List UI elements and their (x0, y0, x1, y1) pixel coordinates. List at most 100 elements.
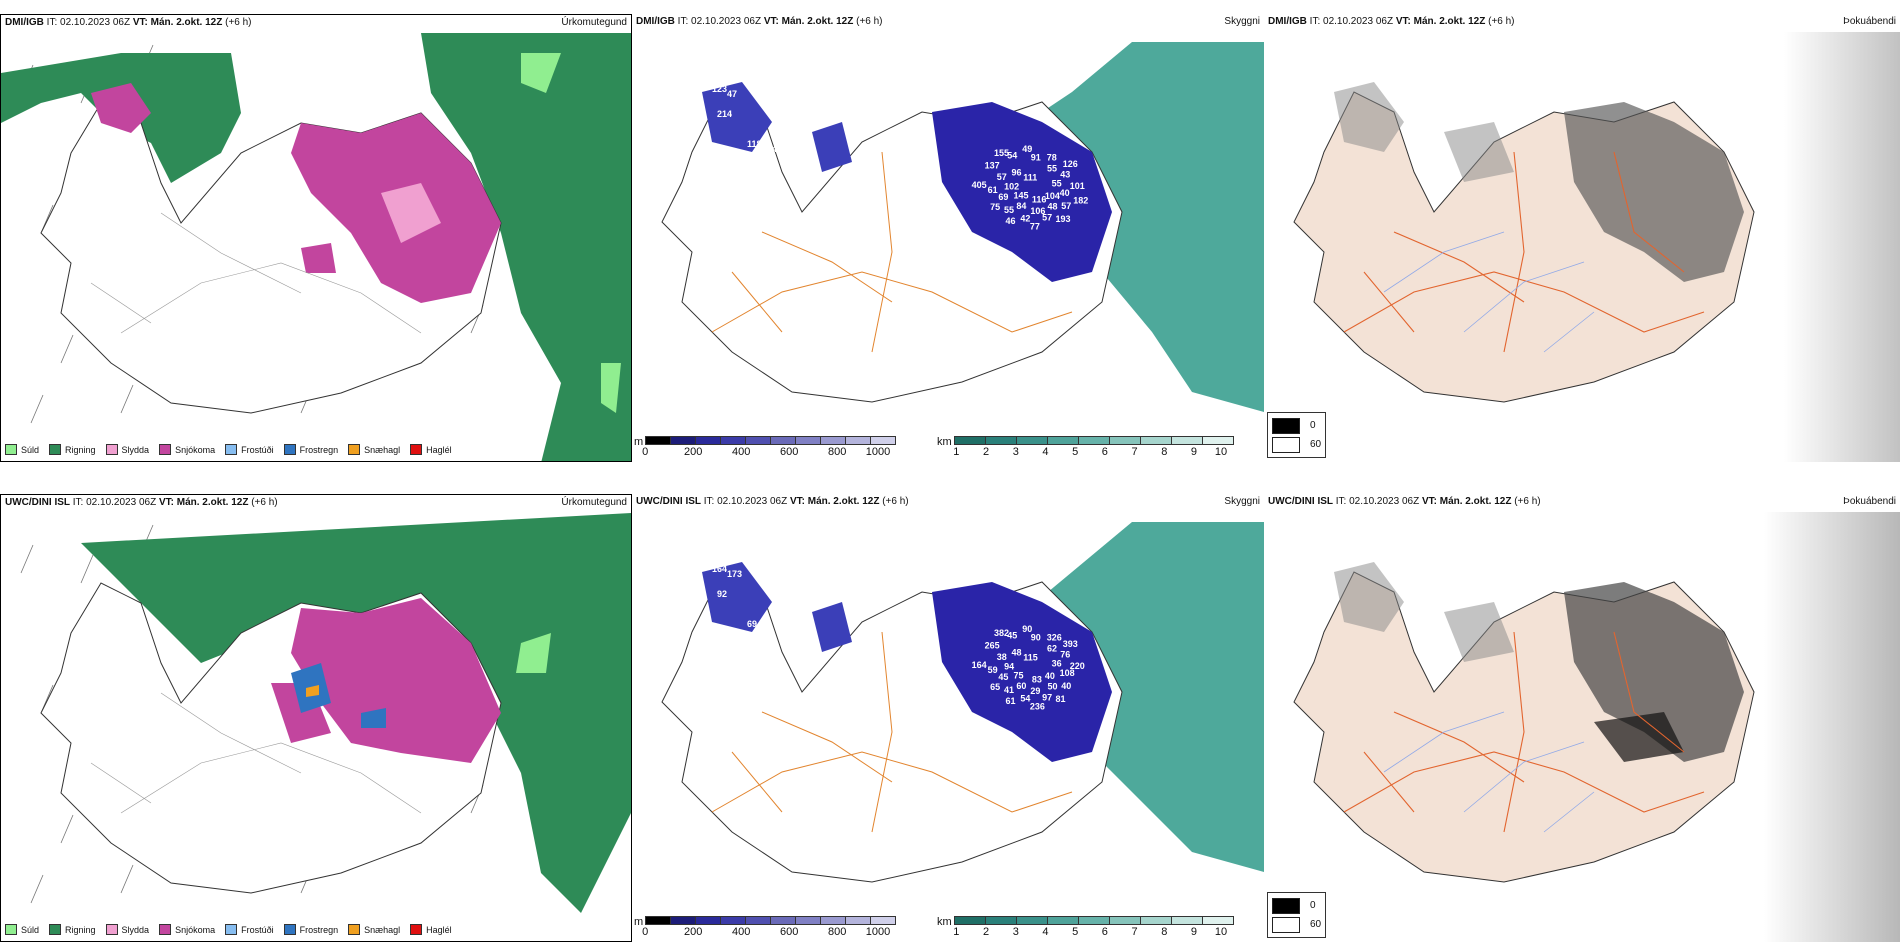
cloud-base-label: 75 (1014, 670, 1024, 680)
cloud-base-label: 57 (1061, 201, 1071, 211)
colorbar-unit: m (634, 916, 644, 928)
fog-panel-bottom: UWC/DINI ISL IT: 02.10.2023 06Z VT: Mán.… (1264, 494, 1900, 942)
panel-header: UWC/DINI ISL IT: 02.10.2023 06Z VT: Mán.… (632, 494, 1264, 510)
panel-header: DMI/IGB IT: 02.10.2023 06Z VT: Mán. 2.ok… (632, 14, 1264, 30)
cloud-base-label: 59 (988, 665, 998, 675)
visibility-colorbar: km 1 2 3 4 5 6 7 8 9 10 (937, 916, 1262, 938)
init-time: IT: 02.10.2023 06Z (677, 16, 762, 27)
colorbar-tick: 9 (1190, 926, 1198, 938)
cloud-base-label: 90 (1031, 632, 1041, 642)
colorbar-tick: 1 (953, 926, 960, 938)
cloud-base-label: 208 (752, 164, 767, 174)
ceiling-area (702, 82, 852, 172)
parameter-name: Þokuábendi (1843, 16, 1896, 27)
legend-item: Súld (5, 444, 39, 455)
legend-item: Frostúði (225, 924, 274, 935)
cloud-base-label: 137 (985, 160, 1000, 170)
cloud-base-label: 88 (782, 104, 792, 114)
fog-legend: 0 60 (1267, 892, 1327, 938)
cloud-base-label: 102 (1004, 181, 1019, 191)
cloud-base-label: 48 (1011, 647, 1021, 657)
roads (90, 692, 422, 814)
legend-item: Rigning (49, 924, 96, 935)
cloud-base-label: 101 (1070, 181, 1085, 191)
cloud-panel-top: DMI/IGB IT: 02.10.2023 06Z VT: Mán. 2.ok… (632, 14, 1264, 462)
cloud-base-label: 43 (1060, 170, 1070, 180)
panel-header: UWC/DINI ISL IT: 02.10.2023 06Z VT: Mán.… (1264, 494, 1900, 510)
cloud-base-numbers: 1231451111161021188496104698810657555556… (712, 84, 1088, 231)
drizzle-area (516, 633, 551, 673)
cloud-base-label: 97 (1042, 693, 1052, 703)
fog-legend-low: 0 (1310, 900, 1316, 911)
legend-item: Rigning (49, 444, 96, 455)
parameter-name: Úrkomutegund (561, 17, 627, 28)
lead-time: (+6 h) (1514, 496, 1541, 507)
colorbar-tick: 200 (683, 926, 703, 938)
cloud-base-label: 42 (1020, 213, 1030, 223)
parameter-name: Skyggni (1224, 496, 1260, 507)
cloud-base-label: 83 (1032, 674, 1042, 684)
cloud-base-label: 94 (1004, 661, 1014, 671)
fog-legend-high: 60 (1310, 439, 1322, 450)
cloud-base-label: 54 (1007, 151, 1017, 161)
colorbar-tick: 400 (731, 926, 751, 938)
cloud-base-label: 55 (1052, 179, 1062, 189)
cloud-base-label: 45 (1007, 631, 1017, 641)
cloud-base-label: 111 (1023, 173, 1037, 183)
legend-item: Snæhagl (348, 444, 400, 455)
panel-header: UWC/DINI ISL IT: 02.10.2023 06Z VT: Mán.… (1, 495, 631, 511)
colorbar-tick: 2 (983, 926, 990, 938)
cloud-base-label: 126 (1063, 159, 1078, 169)
cloud-base-label: 84 (1016, 201, 1026, 211)
roads (711, 631, 1073, 833)
cloud-base-label: 91 (1031, 152, 1041, 162)
ceiling-area (932, 102, 1112, 282)
lead-time: (+6 h) (225, 17, 252, 28)
cloud-base-label: 326 (1047, 633, 1062, 643)
cloud-base-label: 90 (1022, 624, 1032, 634)
precip-legend: Súld Rigning Slydda Snjókoma Frostúði Fr… (5, 444, 452, 455)
panel-header: DMI/IGB IT: 02.10.2023 06Z VT: Mán. 2.ok… (1, 15, 631, 31)
cloud-base-label: 92 (717, 589, 727, 599)
cloud-base-label: 36 (1052, 659, 1062, 669)
fog-index-area (1334, 82, 1514, 182)
cloud-base-label: 220 (1070, 661, 1085, 671)
cloud-base-label: 69 (747, 619, 757, 629)
cloud-base-label: 41 (1004, 685, 1014, 695)
precip-map (20, 513, 631, 913)
cloud-base-label: 124 (762, 144, 777, 154)
colorbar-tick: 10 (1214, 446, 1228, 458)
colorbar-tick: 5 (1072, 926, 1079, 938)
cloud-base-label: 193 (1056, 214, 1071, 224)
cloud-base-label: 38 (997, 652, 1007, 662)
colorbar-tick: 7 (1131, 926, 1138, 938)
cloud-base-label: 50 (1048, 682, 1058, 692)
init-time: IT: 02.10.2023 06Z (1335, 496, 1420, 507)
cloud-base-label: 61 (988, 185, 998, 195)
model-name: DMI/IGB (636, 16, 675, 27)
fog-legend: 0 60 (1267, 412, 1327, 458)
model-name: DMI/IGB (5, 17, 44, 28)
cloud-base-label: 106 (1030, 206, 1045, 216)
cloud-base-label: 92 (772, 604, 782, 614)
lead-time: (+6 h) (856, 16, 883, 27)
cloud-base-label: 49 (1022, 144, 1032, 154)
ceiling-colorbar: m 0 200 400 600 800 1000 (634, 436, 934, 458)
fog-map (1293, 512, 1900, 942)
rain-area (421, 33, 631, 461)
drizzle-area (521, 53, 621, 413)
init-time: IT: 02.10.2023 06Z (46, 17, 131, 28)
colorbar-tick: 600 (779, 446, 799, 458)
legend-item: Slydda (105, 444, 149, 455)
cloud-base-label: 393 (1063, 639, 1078, 649)
cloud-base-label: 47 (737, 639, 747, 649)
cloud-base-label: 55 (1047, 164, 1057, 174)
cloud-base-label: 116 (1032, 194, 1047, 204)
colorbar-tick: 6 (1101, 926, 1108, 938)
colorbar-tick: 2 (983, 446, 990, 458)
cloud-base-label: 55 (1004, 205, 1014, 215)
cloud-base-label: 43 (772, 124, 782, 134)
colorbar-unit: m (634, 436, 644, 448)
cloud-base-label: 236 (1030, 701, 1045, 711)
cloud-base-label: 155 (994, 148, 1009, 158)
